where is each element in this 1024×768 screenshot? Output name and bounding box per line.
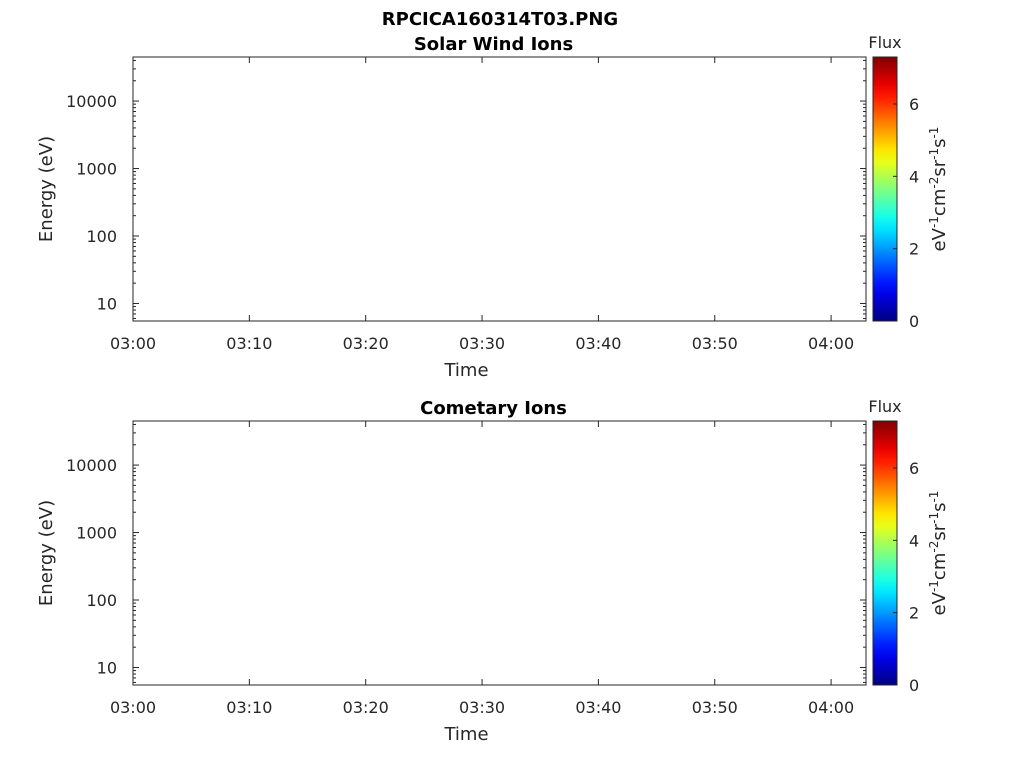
- colorbar-tick-label: 0: [909, 312, 919, 331]
- y-tick-label: 100: [86, 591, 117, 610]
- y-tick-label: 1000: [76, 524, 117, 543]
- colorbar-gradient: [872, 56, 898, 322]
- colorbar-tick-label: 4: [909, 531, 919, 550]
- colorbar-unit-label: eV-1cm-2sr-1s-1: [927, 491, 950, 616]
- x-tick-label: 03:20: [343, 698, 389, 717]
- unit-exponent: -1: [927, 512, 941, 524]
- unit-exponent: -1: [927, 127, 941, 139]
- unit-symbol: cm: [929, 189, 950, 216]
- x-tick-label: 03:40: [575, 698, 621, 717]
- y-tick-label: 10: [97, 658, 117, 677]
- y-tick-label: 100: [86, 227, 117, 246]
- unit-symbol: sr: [929, 523, 950, 540]
- y-tick-label: 10: [97, 294, 117, 313]
- x-tick-label: 03:20: [343, 334, 389, 353]
- unit-symbol: cm: [929, 553, 950, 580]
- panel-title: Cometary Ions: [420, 398, 567, 419]
- x-tick-label: 04:00: [808, 334, 854, 353]
- unit-exponent: -2: [927, 177, 941, 189]
- colorbar-gradient: [872, 420, 898, 686]
- colorbar-title: Flux: [868, 397, 901, 416]
- unit-symbol: s: [929, 503, 950, 512]
- x-axis-label: Time: [443, 724, 488, 745]
- x-tick-label: 03:40: [575, 334, 621, 353]
- unit-exponent: -1: [927, 580, 941, 592]
- x-axis-label: Time: [443, 360, 488, 381]
- x-tick-label: 03:50: [692, 698, 738, 717]
- colorbar-tick-label: 6: [909, 459, 919, 478]
- colorbar-tick-label: 4: [909, 167, 919, 186]
- y-tick-label: 1000: [76, 160, 117, 179]
- unit-exponent: -1: [927, 148, 941, 160]
- x-tick-label: 03:00: [110, 698, 156, 717]
- figure-title: RPCICA160314T03.PNG: [382, 9, 618, 30]
- unit-symbol: s: [929, 139, 950, 148]
- unit-symbol: eV: [929, 227, 950, 251]
- panel-cometary-ions: 03:00 03:10 03:20 03:30 03:40 03:50 04:00 10 100…: [36, 397, 950, 745]
- y-axis-label: Energy (eV): [36, 136, 57, 242]
- x-tick-label: 03:10: [226, 334, 272, 353]
- colorbar-tick-label: 2: [909, 240, 919, 259]
- colorbar-tick-label: 6: [909, 95, 919, 114]
- colorbar-tick-label: 2: [909, 604, 919, 623]
- colorbar-unit-label: eV-1cm-2sr-1s-1: [927, 127, 950, 252]
- unit-exponent: -1: [927, 216, 941, 228]
- colorbar-tick-label: 0: [909, 676, 919, 695]
- panels: 03:00 03:10 03:20 03:30 03:40 03:50 04:0010100…: [36, 33, 950, 745]
- panel-solar-wind-ions: 03:00 03:10 03:20 03:30 03:40 03:50 04:00 10 100…: [36, 33, 950, 381]
- y-tick-label: 10000: [66, 92, 117, 111]
- unit-exponent: -2: [927, 541, 941, 553]
- x-tick-label: 03:50: [692, 334, 738, 353]
- unit-symbol: sr: [929, 159, 950, 176]
- plot-area: [133, 421, 866, 685]
- x-tick-label: 03:30: [459, 698, 505, 717]
- plot-area: [133, 57, 866, 321]
- unit-exponent: -1: [927, 491, 941, 503]
- panel-title: Solar Wind Ions: [414, 34, 573, 55]
- x-tick-label: 04:00: [808, 698, 854, 717]
- y-tick-label: 10000: [66, 456, 117, 475]
- x-tick-label: 03:30: [459, 334, 505, 353]
- unit-symbol: eV: [929, 591, 950, 615]
- x-tick-label: 03:10: [226, 698, 272, 717]
- x-tick-label: 03:00: [110, 334, 156, 353]
- colorbar-title: Flux: [868, 33, 901, 52]
- y-axis-label: Energy (eV): [36, 500, 57, 606]
